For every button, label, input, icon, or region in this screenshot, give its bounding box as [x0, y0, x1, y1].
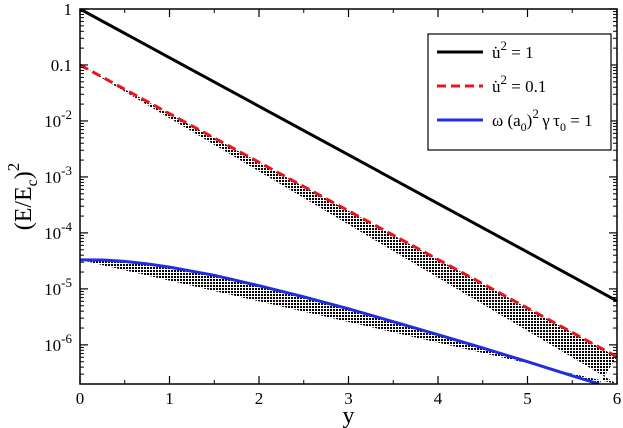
x-tick-label: 0	[76, 389, 85, 408]
y-tick-label: 10-4	[44, 219, 72, 243]
x-tick-label: 6	[613, 389, 622, 408]
x-tick-label: 1	[165, 389, 174, 408]
x-tick-label: 5	[523, 389, 532, 408]
y-axis-label: (E/Ec)2	[4, 163, 41, 231]
legend-label-omega: ω (a0)2 γ τ0 = 1	[492, 106, 593, 134]
y-tick-label: 10-5	[44, 275, 72, 299]
shaded-region	[80, 64, 617, 384]
y-tick-label: 0.1	[51, 56, 72, 75]
legend-label-u2_0.1: u̇2 = 0.1	[492, 72, 546, 96]
legend-label-u2_1: u̇2 = 1	[492, 38, 534, 62]
y-tick-label: 1	[64, 0, 73, 19]
series-line-omega	[80, 258, 600, 384]
y-tick-label: 10-6	[44, 331, 72, 355]
legend: u̇2 = 1 u̇2 = 0.1 ω (a0)2 γ τ0 = 1	[427, 33, 612, 151]
series-line-u2_1	[80, 9, 617, 303]
x-tick-label: 3	[344, 389, 353, 408]
x-tick-label: 2	[255, 389, 264, 408]
y-tick-label: 10-2	[44, 107, 72, 131]
series-line-u2_0.1	[80, 63, 617, 359]
x-axis-label: y	[343, 403, 355, 428]
y-tick-label: 10-3	[44, 163, 72, 187]
x-tick-label: 4	[434, 389, 443, 408]
